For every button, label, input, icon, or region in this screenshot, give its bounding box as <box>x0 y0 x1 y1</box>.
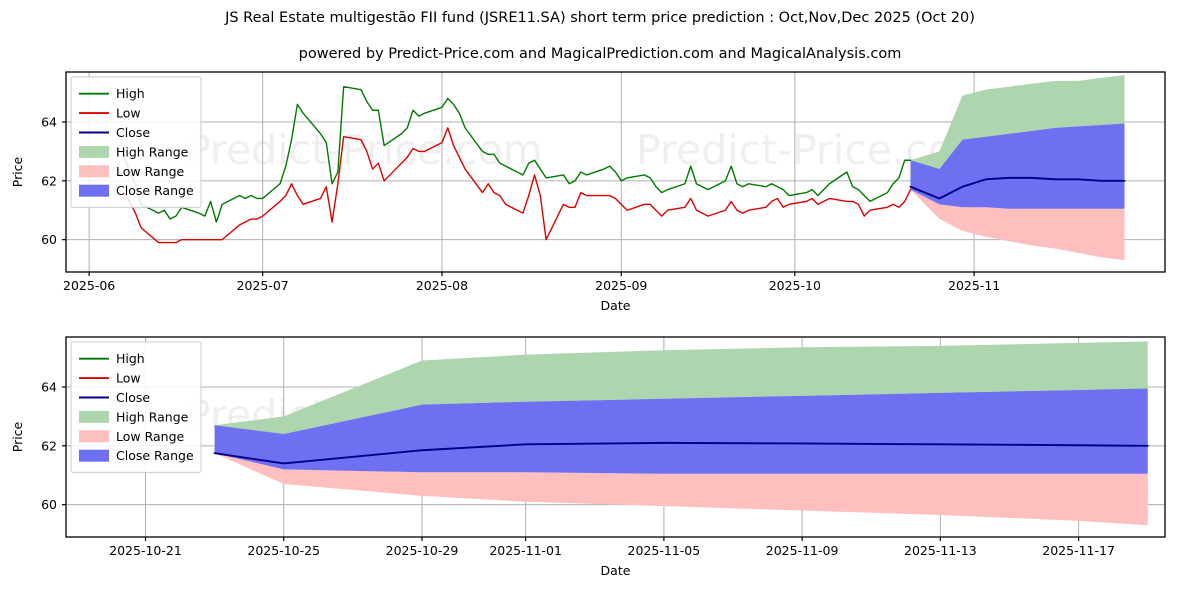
legend: High Low Close High Range Low Range Close Ran… <box>70 76 202 208</box>
legend-patch-swatch <box>79 410 109 423</box>
close-line <box>213 441 1149 465</box>
legend-label: High Range <box>116 409 189 424</box>
legend-label: High <box>116 86 145 101</box>
legend-item-high-range[interactable]: High Range <box>79 409 189 424</box>
legend: High Low Close High Range Low Range Close Ran… <box>70 341 202 473</box>
legend-label: Low <box>116 371 141 386</box>
legend-label: Low Range <box>116 164 185 179</box>
low-range-band <box>214 453 1148 526</box>
legend-label: Close Range <box>116 183 194 198</box>
y-axis-label: Price <box>10 421 25 452</box>
legend-label: Close <box>116 390 150 405</box>
legend-label: Low Range <box>116 429 185 444</box>
plot-frame <box>65 71 1166 273</box>
y-tick-label: 64 <box>41 380 57 395</box>
range-bands <box>910 74 1125 261</box>
x-tick-label: 2025-10-21 <box>109 543 182 558</box>
x-axis-label: Date <box>601 298 631 313</box>
x-tick-label: 2025-09 <box>595 278 647 293</box>
x-tick-label: 2025-07 <box>237 278 289 293</box>
data-lines <box>213 441 1149 465</box>
legend-patch-swatch <box>79 145 109 158</box>
x-tick-label: 2025-11-01 <box>489 543 562 558</box>
chart-panel-top-chart: Predict-Price.com Predict-Price.com606264… <box>10 71 1166 313</box>
legend-item-low-range[interactable]: Low Range <box>79 164 185 179</box>
high-line <box>123 86 912 223</box>
page-title: JS Real Estate multigestão FII fund (JSR… <box>225 10 975 26</box>
legend-item-high[interactable]: High <box>79 351 145 366</box>
x-tick-label: 2025-06 <box>63 278 115 293</box>
legend-patch-swatch <box>79 165 109 178</box>
range-bands <box>214 341 1148 526</box>
x-tick-label: 2025-10-29 <box>386 543 459 558</box>
legend-label: Close Range <box>116 448 194 463</box>
x-tick-label: 2025-10-25 <box>247 543 320 558</box>
x-tick-label: 2025-08 <box>416 278 468 293</box>
x-axis-label: Date <box>601 563 631 578</box>
y-axis-label: Price <box>10 156 25 187</box>
legend-item-high-range[interactable]: High Range <box>79 144 189 159</box>
legend-label: High Range <box>116 144 189 159</box>
low-range-band <box>910 189 1125 261</box>
x-tick-label: 2025-11 <box>948 278 1000 293</box>
legend-item-close[interactable]: Close <box>79 125 150 140</box>
chart-panel-bottom-chart: Predict-Price.comPredict-Price.com606264… <box>10 336 1166 578</box>
x-tick-label: 2025-11-17 <box>1042 543 1115 558</box>
y-tick-label: 60 <box>41 232 57 247</box>
x-tick-label: 2025-11-13 <box>904 543 977 558</box>
data-lines <box>123 86 1126 244</box>
legend-label: Low <box>116 106 141 121</box>
high-range-band <box>910 74 1125 187</box>
legend-item-close-range[interactable]: Close Range <box>79 183 194 198</box>
legend-patch-swatch <box>79 184 109 197</box>
y-tick-label: 60 <box>41 497 57 512</box>
legend-label: Close <box>116 125 150 140</box>
watermark-text: Predict-Price.com <box>186 126 543 174</box>
y-tick-label: 62 <box>41 438 57 453</box>
legend-item-low-range[interactable]: Low Range <box>79 429 185 444</box>
high-range-band <box>214 341 1148 452</box>
legend-item-close[interactable]: Close <box>79 390 150 405</box>
legend-item-high[interactable]: High <box>79 86 145 101</box>
x-tick-label: 2025-11-09 <box>766 543 839 558</box>
y-tick-label: 62 <box>41 173 57 188</box>
gridlines <box>66 72 1165 272</box>
legend-item-low[interactable]: Low <box>79 371 141 386</box>
y-tick-label: 64 <box>41 115 57 130</box>
legend-label: High <box>116 351 145 366</box>
x-tick-label: 2025-11-05 <box>628 543 701 558</box>
low-line <box>123 127 912 244</box>
close-range-band <box>910 123 1125 209</box>
legend-item-low[interactable]: Low <box>79 106 141 121</box>
legend-patch-swatch <box>79 430 109 443</box>
close-line <box>909 176 1126 200</box>
x-tick-label: 2025-10 <box>769 278 821 293</box>
plot-frame <box>65 336 1166 538</box>
legend-item-close-range[interactable]: Close Range <box>79 448 194 463</box>
page-subtitle: powered by Predict-Price.com and Magical… <box>298 46 902 62</box>
close-range-band <box>214 388 1148 474</box>
legend-patch-swatch <box>79 449 109 462</box>
